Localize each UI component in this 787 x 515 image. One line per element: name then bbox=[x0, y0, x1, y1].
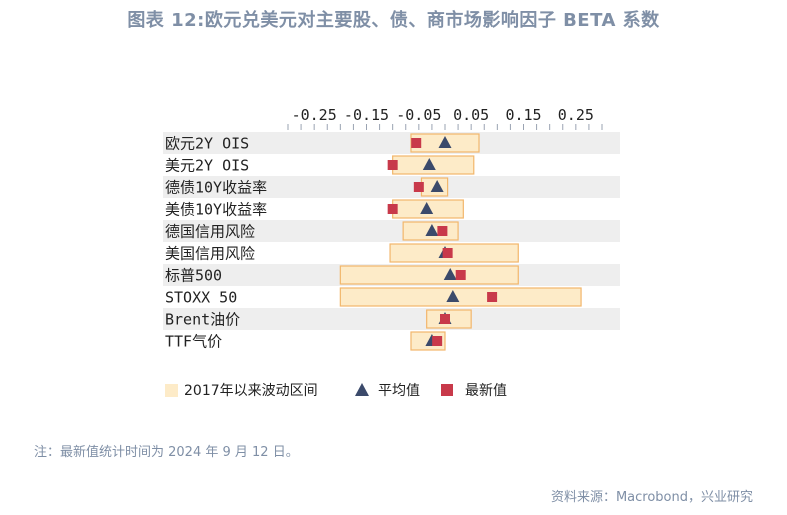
legend-range-label: 2017年以来波动区间 bbox=[184, 383, 318, 399]
latest-marker bbox=[432, 336, 443, 346]
row-stripe bbox=[163, 132, 620, 154]
legend-latest-marker bbox=[441, 384, 453, 396]
category-label: 美元2Y OIS bbox=[165, 157, 249, 175]
category-label: TTF气价 bbox=[165, 333, 222, 351]
latest-marker bbox=[455, 270, 466, 280]
chart-title: 图表 12:欧元兑美元对主要股、债、商市场影响因子 BETA 系数 bbox=[127, 10, 660, 31]
category-label: Brent油价 bbox=[165, 311, 240, 329]
mean-marker bbox=[422, 158, 436, 170]
mean-marker bbox=[425, 224, 439, 236]
category-label: 德国信用风险 bbox=[165, 223, 255, 241]
x-tick-label: 0.05 bbox=[453, 106, 489, 124]
range-bars bbox=[339, 133, 582, 351]
category-labels: 欧元2Y OIS 美元2Y OIS 德债10Y收益率美债10Y收益率德国信用风险美国… bbox=[165, 135, 267, 351]
category-label: 美国信用风险 bbox=[165, 245, 255, 263]
x-tick-label: -0.15 bbox=[344, 106, 389, 124]
category-label: 美债10Y收益率 bbox=[165, 201, 267, 219]
chart-note: 注：最新值统计时间为 2024 年 9 月 12 日。 bbox=[34, 445, 299, 460]
latest-marker bbox=[387, 204, 398, 214]
row-stripe bbox=[163, 308, 620, 330]
latest-marker bbox=[387, 160, 398, 170]
mean-marker bbox=[443, 268, 457, 280]
legend: 2017年以来波动区间 平均值 最新值 bbox=[165, 383, 507, 399]
category-label: 德债10Y收益率 bbox=[165, 179, 267, 197]
legend-range-swatch bbox=[165, 384, 178, 397]
latest-marker bbox=[413, 182, 424, 192]
latest-marker bbox=[437, 226, 448, 236]
range-bar bbox=[339, 287, 582, 307]
legend-latest-label: 最新值 bbox=[465, 383, 507, 399]
x-tick-label: 0.25 bbox=[558, 106, 594, 124]
range-bar bbox=[389, 243, 519, 263]
row-stripes bbox=[163, 132, 620, 330]
beta-range-chart: -0.25 -0.15 -0.05 0.05 0.15 0.25 欧元2Y OIS 美元2Y… bbox=[163, 106, 620, 399]
latest-marker bbox=[487, 292, 498, 302]
x-tick-label: 0.15 bbox=[505, 106, 541, 124]
mean-marker bbox=[420, 202, 434, 214]
range-bar bbox=[392, 155, 475, 175]
chart-source: 资料来源：Macrobond，兴业研究 bbox=[550, 490, 753, 505]
x-tick-label: -0.05 bbox=[396, 106, 441, 124]
row-stripe bbox=[163, 176, 620, 198]
latest-markers bbox=[387, 138, 498, 346]
latest-marker bbox=[440, 314, 450, 324]
legend-mean-marker bbox=[355, 383, 369, 396]
mean-marker bbox=[438, 136, 452, 148]
category-label: 标普500 bbox=[165, 267, 222, 285]
range-bar bbox=[339, 265, 519, 285]
row-stripe bbox=[163, 220, 620, 242]
legend-mean-label: 平均值 bbox=[378, 383, 420, 399]
mean-marker bbox=[446, 290, 460, 302]
category-label: 欧元2Y OIS bbox=[165, 135, 249, 153]
x-axis-ticks: -0.25 -0.15 -0.05 0.05 0.15 0.25 bbox=[287, 106, 603, 130]
latest-marker bbox=[442, 248, 453, 258]
x-tick-label: -0.25 bbox=[292, 106, 337, 124]
mean-marker bbox=[430, 180, 444, 192]
category-label: STOXX 50 bbox=[165, 289, 237, 307]
latest-marker bbox=[411, 138, 422, 148]
